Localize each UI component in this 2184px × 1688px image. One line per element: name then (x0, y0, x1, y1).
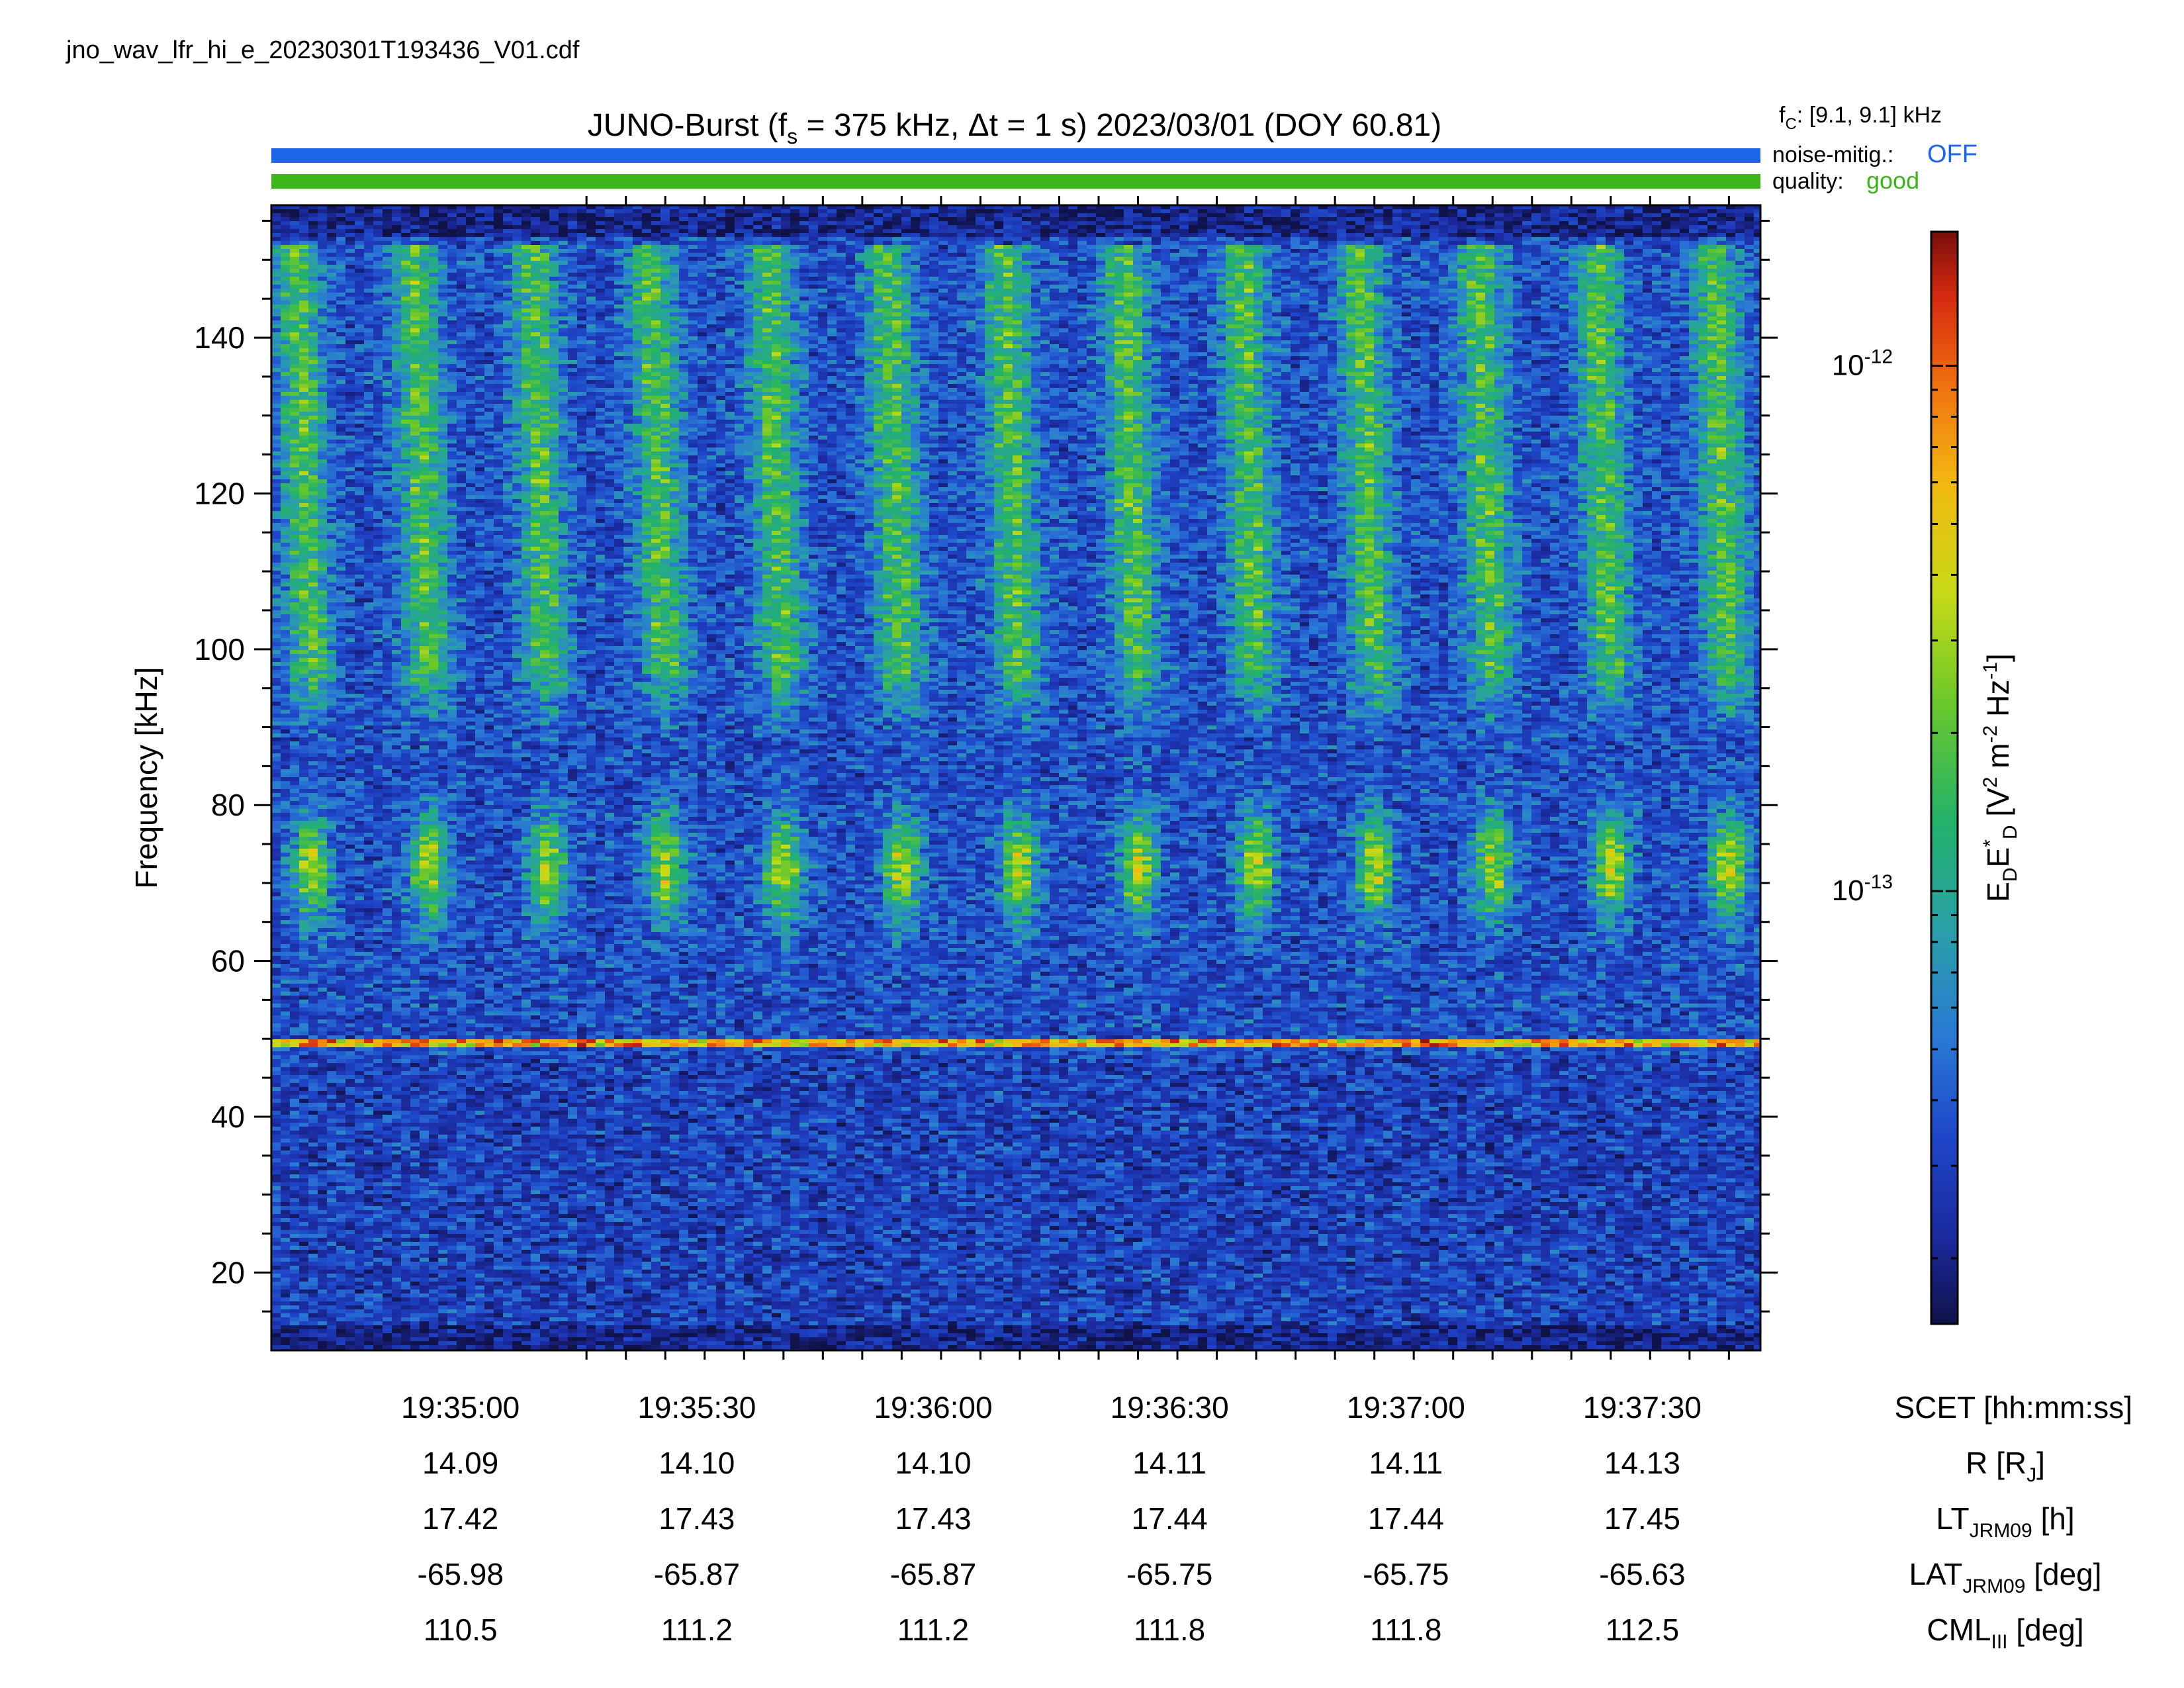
ephemeris-row-label: LTJRM09 [h] (1936, 1501, 2074, 1542)
x-tick-label: 19:37:00 (1347, 1390, 1465, 1425)
noise-mitig-value: OFF (1927, 140, 1978, 168)
y-axis: 20 40 60 80 100 120 140 (194, 220, 1778, 1313)
x-axis: 19:35:00 19:35:30 19:36:00 19:36:30 19:37:00… (401, 196, 1730, 1425)
ephemeris-value: -65.63 (1599, 1557, 1685, 1591)
ephemeris-value: -65.87 (890, 1557, 976, 1591)
x-axis-label: SCET [hh:mm:ss] (1894, 1390, 2132, 1425)
ephemeris-value: 110.5 (424, 1613, 498, 1647)
ephemeris-value: 14.10 (895, 1446, 971, 1480)
y-tick-label: 20 (211, 1255, 245, 1289)
ephemeris-table: 14.09 14.10 14.10 14.11 14.11 14.13 R [RJ] 17.4… (417, 1446, 2101, 1653)
ephemeris-row-label: R [RJ] (1966, 1446, 2045, 1486)
x-tick-label: 19:35:30 (637, 1390, 756, 1425)
ephemeris-value: 17.44 (1368, 1501, 1444, 1536)
colorbar (1930, 230, 1959, 1325)
y-tick-label: 60 (211, 944, 245, 978)
ephemeris-value: -65.75 (1126, 1557, 1212, 1591)
ephemeris-value: -65.87 (654, 1557, 740, 1591)
y-tick-label: 120 (194, 476, 245, 510)
ephemeris-value: -65.75 (1363, 1557, 1449, 1591)
ephemeris-value: 17.43 (659, 1501, 735, 1536)
ephemeris-value: -65.98 (417, 1557, 503, 1591)
x-tick-label: 19:36:00 (874, 1390, 992, 1425)
ephemeris-value: 17.44 (1132, 1501, 1208, 1536)
y-tick-label: 40 (211, 1100, 245, 1134)
quality-bar (271, 174, 1760, 189)
ephemeris-value: 14.11 (1132, 1446, 1206, 1480)
colorbar-ticks: 10-12 10-13 (1832, 346, 1958, 1260)
x-tick-label: 19:36:30 (1111, 1390, 1229, 1425)
ephemeris-value: 17.43 (895, 1501, 971, 1536)
ephemeris-value: 111.2 (897, 1613, 969, 1647)
ephemeris-value: 111.2 (661, 1613, 733, 1647)
x-tick-label: 19:35:00 (401, 1390, 520, 1425)
quality-label: quality: (1772, 169, 1844, 194)
spectrogram-image (271, 205, 1760, 1350)
fc-label: fC: [9.1, 9.1] kHz (1779, 103, 1942, 133)
chart-title: JUNO-Burst (fs = 375 kHz, Δt = 1 s) 2023… (588, 108, 1441, 148)
x-tick-label: 19:37:30 (1583, 1390, 1702, 1425)
y-tick-label: 140 (194, 320, 245, 355)
ephemeris-value: 14.11 (1369, 1446, 1443, 1480)
y-tick-label: 100 (194, 632, 245, 667)
colorbar-label: EDE*D [V2 m-2 Hz-1] (1979, 653, 2021, 902)
ephemeris-value: 14.13 (1604, 1446, 1680, 1480)
quality-value: good (1866, 167, 1919, 194)
y-axis-label: Frequency [kHz] (129, 667, 163, 889)
spectrogram-cells (271, 205, 1760, 1350)
noise-mitig-label: noise-mitig.: (1772, 142, 1893, 167)
colorbar-tick-label: 10-12 (1832, 346, 1893, 382)
noise-mitigation-bar (271, 148, 1760, 163)
ephemeris-value: 111.8 (1134, 1613, 1205, 1647)
ephemeris-value: 14.09 (422, 1446, 498, 1480)
ephemeris-value: 14.10 (659, 1446, 735, 1480)
ephemeris-value: 112.5 (1606, 1613, 1680, 1647)
colorbar-tick-label: 10-13 (1832, 871, 1893, 907)
ephemeris-value: 111.8 (1370, 1613, 1441, 1647)
y-tick-label: 80 (211, 788, 245, 822)
ephemeris-row-label: CMLIII [deg] (1927, 1613, 2083, 1653)
plot-frame (270, 204, 1762, 1352)
file-name: jno_wav_lfr_hi_e_20230301T193436_V01.cdf (66, 36, 580, 64)
ephemeris-value: 17.42 (422, 1501, 498, 1536)
ephemeris-value: 17.45 (1604, 1501, 1680, 1536)
ephemeris-row-label: LATJRM09 [deg] (1909, 1557, 2101, 1597)
